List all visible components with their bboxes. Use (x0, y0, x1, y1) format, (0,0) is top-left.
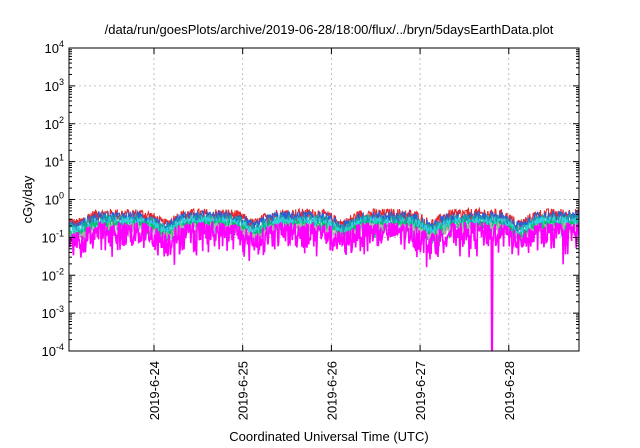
y-tick-label: 104 (45, 39, 64, 56)
series-line (69, 215, 579, 245)
y-tick-label: 10-3 (42, 304, 64, 321)
y-tick-label: 10-1 (42, 228, 64, 245)
y-tick-label: 100 (45, 191, 64, 208)
y-tick-label: 101 (45, 153, 64, 170)
x-tick-label: 2019-6-26 (324, 361, 339, 420)
y-tick-label: 102 (45, 115, 64, 132)
x-tick-label: 2019-6-25 (236, 361, 251, 420)
x-axis-label: Coordinated Universal Time (UTC) (229, 429, 428, 444)
chart-title: /data/run/goesPlots/archive/2019-06-28/1… (105, 22, 554, 37)
y-tick-label: 10-4 (42, 342, 64, 359)
grid (69, 48, 579, 351)
series-line (69, 219, 579, 351)
x-tick-label: 2019-6-27 (413, 361, 428, 420)
y-axis-label: cGy/day (20, 175, 35, 223)
x-tick-label: 2019-6-24 (147, 361, 162, 420)
y-tick-label: 10-2 (42, 266, 64, 283)
series-layer (69, 206, 579, 351)
x-axis: 2019-6-24 2019-6-25 2019-6-26 2019-6-27 2019… (147, 48, 517, 420)
y-axis: 10-4 10-3 10-2 10-1 100 101 102 103 104 (42, 39, 579, 359)
y-tick-label: 103 (45, 77, 64, 94)
x-tick-label: 2019-6-28 (502, 361, 517, 420)
